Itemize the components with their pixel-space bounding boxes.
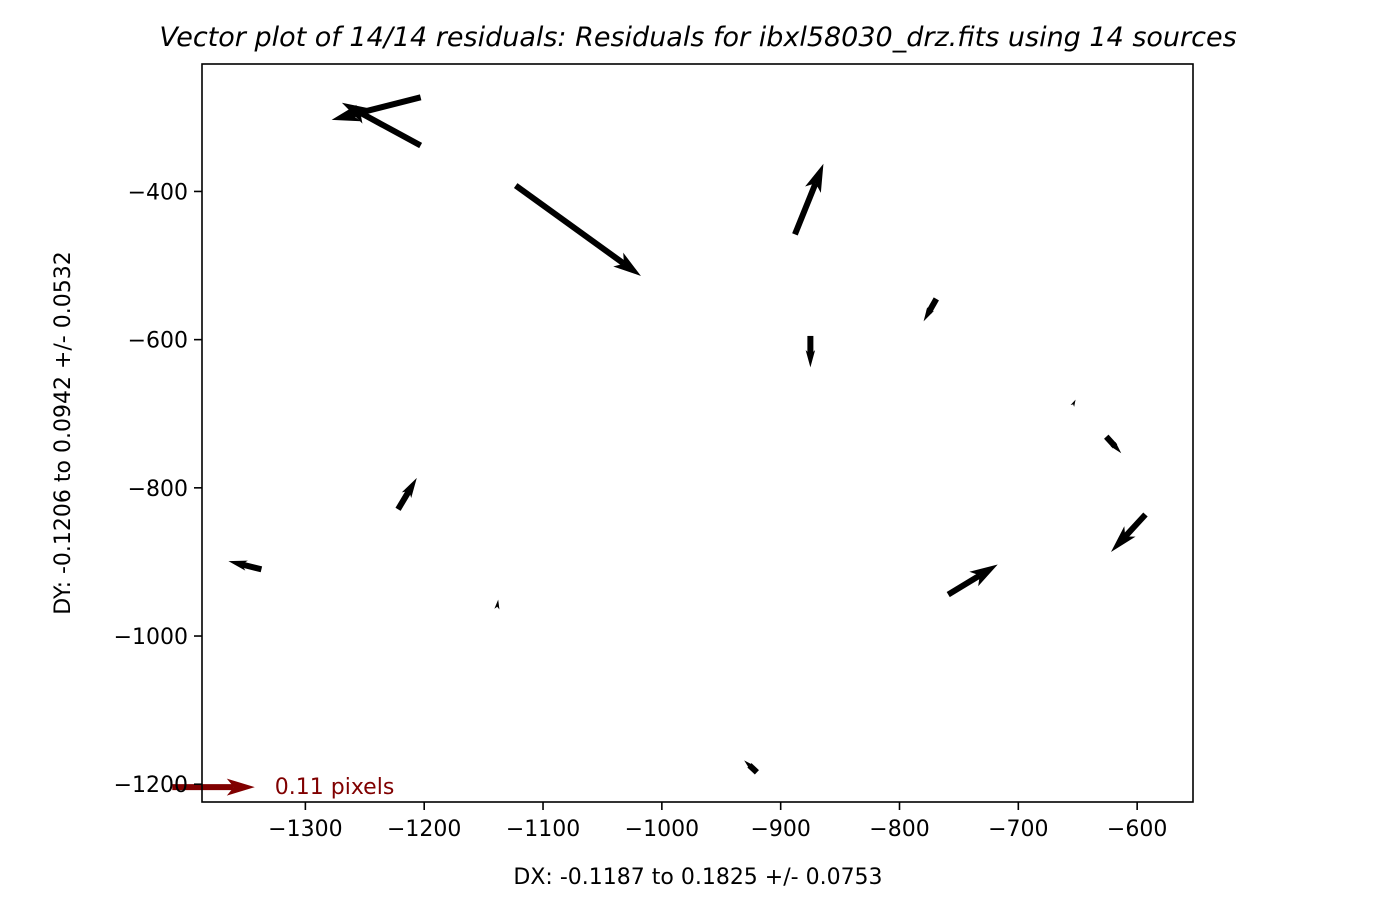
x-tick-label: −900 (750, 817, 810, 842)
vector-arrow-9-head (1110, 526, 1136, 553)
y-axis-label: DY: -0.1206 to 0.0942 +/- 0.0532 (51, 251, 76, 614)
y-tick-label: −1000 (114, 625, 188, 650)
y-axis: −400 −600 −800 −1000 −1200 (114, 180, 202, 798)
vector-arrow-11-head (228, 560, 248, 571)
vectors-layer (228, 94, 1148, 775)
vector-arrow-8 (1104, 434, 1122, 454)
vector-arrow-2 (341, 102, 423, 149)
x-tick-label: −1100 (506, 817, 580, 842)
vector-arrow-10 (395, 477, 417, 511)
chart-title: Vector plot of 14/14 residuals: Residual… (159, 22, 1236, 53)
vector-arrow-4-shaft (792, 182, 819, 236)
vector-arrow-3-head (613, 252, 641, 276)
x-tick-label: −1200 (387, 817, 461, 842)
vector-arrow-5-shaft (926, 297, 939, 314)
x-axis-label: DX: -0.1187 to 0.1825 +/- 0.0753 (513, 865, 882, 890)
vector-arrow-5-head (923, 307, 934, 322)
vector-arrow-6 (805, 335, 816, 368)
vector-arrow-9-shaft (1122, 512, 1148, 539)
vector-arrow-7-head (1070, 399, 1076, 407)
vector-arrow-1 (331, 94, 422, 122)
y-tick-label: −1200 (114, 773, 188, 798)
vector-arrow-5 (923, 297, 939, 322)
vector-arrow-14 (744, 760, 759, 775)
vector-arrow-11-shaft (241, 561, 263, 573)
y-tick-label: −400 (128, 180, 188, 205)
x-tick-label: −600 (1107, 817, 1167, 842)
vector-arrow-10-head (401, 477, 417, 498)
quiver-key-arrow-head (226, 778, 255, 796)
quiver-key-label: 0.11 pixels (275, 775, 395, 800)
vector-arrow-2-shaft (358, 110, 423, 149)
y-tick-label: −800 (128, 477, 188, 502)
vector-arrow-2-head (341, 102, 371, 124)
vector-arrow-3 (513, 183, 641, 276)
vector-arrow-8-shaft (1104, 434, 1118, 449)
vector-arrow-3-shaft (513, 183, 626, 267)
x-tick-label: −800 (869, 817, 929, 842)
vector-arrow-8-head (1110, 441, 1122, 454)
vector-arrow-10-shaft (395, 489, 412, 511)
x-tick-label: −1300 (268, 817, 342, 842)
vector-arrow-13-head (969, 564, 998, 587)
quiver-key-arrow (172, 778, 255, 796)
vector-arrow-14-shaft (747, 763, 759, 775)
x-axis: −1300 −1200 −1100 −1000 −900 −800 −700 −600 (268, 802, 1167, 842)
plot-frame (201, 63, 1194, 803)
vector-arrow-9 (1110, 512, 1148, 553)
vector-arrow-11 (228, 560, 263, 573)
quiver-key: 0.11 pixels (172, 775, 394, 800)
y-tick-label: −600 (128, 329, 188, 354)
x-tick-label: −700 (988, 817, 1048, 842)
vector-arrow-13 (946, 564, 998, 598)
vector-arrow-12 (494, 599, 500, 610)
x-tick-label: −1000 (625, 817, 699, 842)
vector-arrow-4-head (805, 163, 824, 193)
vector-arrow-12-head (494, 599, 500, 610)
vector-arrow-14-head (744, 760, 753, 769)
vector-arrow-4 (792, 163, 824, 236)
vector-arrow-6-head (805, 350, 816, 368)
vector-arrow-7 (1070, 399, 1076, 407)
vector-arrow-13-shaft (946, 572, 982, 598)
